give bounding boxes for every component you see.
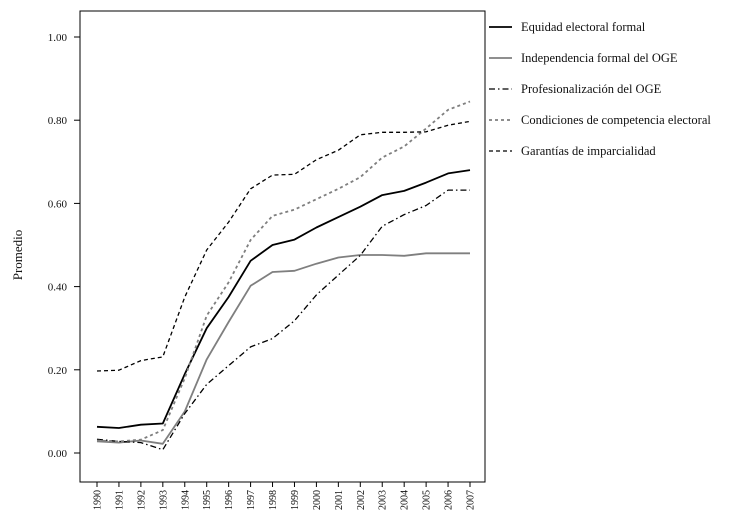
x-tick-label: 2003 <box>378 490 389 510</box>
x-tick-label: 2005 <box>422 490 433 510</box>
series-line-3 <box>96 189 470 451</box>
y-axis: 0.00 0.20 0.40 0.60 0.80 1.00 <box>48 32 80 460</box>
series-line-2 <box>96 252 470 445</box>
x-tick-label: 1993 <box>158 490 169 510</box>
x-tick-label: 2007 <box>466 490 477 510</box>
x-tick-label: 1994 <box>180 490 191 510</box>
legend-label-2: Independencia formal del OGE <box>521 51 678 65</box>
legend-label-4: Condiciones de competencia electoral <box>521 113 711 127</box>
y-tick-label: 0.00 <box>48 448 68 460</box>
y-tick-label: 0.80 <box>48 115 68 127</box>
x-tick-label: 1998 <box>268 490 279 510</box>
x-tick-label: 2006 <box>444 490 455 510</box>
series-line-1 <box>96 169 471 429</box>
x-tick-label: 1996 <box>224 490 235 510</box>
legend: Equidad electoral formal Independencia fo… <box>489 20 711 158</box>
x-tick-label: 2004 <box>400 490 411 510</box>
y-tick-label: 0.60 <box>48 198 68 210</box>
legend-label-3: Profesionalización del OGE <box>521 82 662 96</box>
legend-label-5: Garantías de imparcialidad <box>521 144 656 158</box>
y-tick-label: 1.00 <box>48 32 68 44</box>
series-line-5 <box>96 120 471 372</box>
series-lines <box>96 100 471 451</box>
y-tick-label: 0.20 <box>48 365 68 377</box>
y-tick-label: 0.40 <box>48 282 68 294</box>
x-axis: 1990 1991 1992 1993 1994 1995 1996 1997 1998 1999… <box>93 482 477 510</box>
x-tick-label: 1990 <box>93 490 104 510</box>
x-tick-label: 1999 <box>290 490 301 510</box>
y-axis-label: Promedio <box>10 230 25 281</box>
x-tick-label: 1991 <box>114 490 125 510</box>
x-tick-label: 2000 <box>312 490 323 510</box>
x-tick-label: 2001 <box>334 490 345 510</box>
x-tick-label: 1992 <box>136 490 147 510</box>
x-tick-label: 1995 <box>202 490 213 510</box>
x-tick-label: 2002 <box>356 490 367 510</box>
plot-frame <box>79 10 486 483</box>
x-tick-label: 1997 <box>246 490 257 510</box>
legend-label-1: Equidad electoral formal <box>521 20 646 34</box>
